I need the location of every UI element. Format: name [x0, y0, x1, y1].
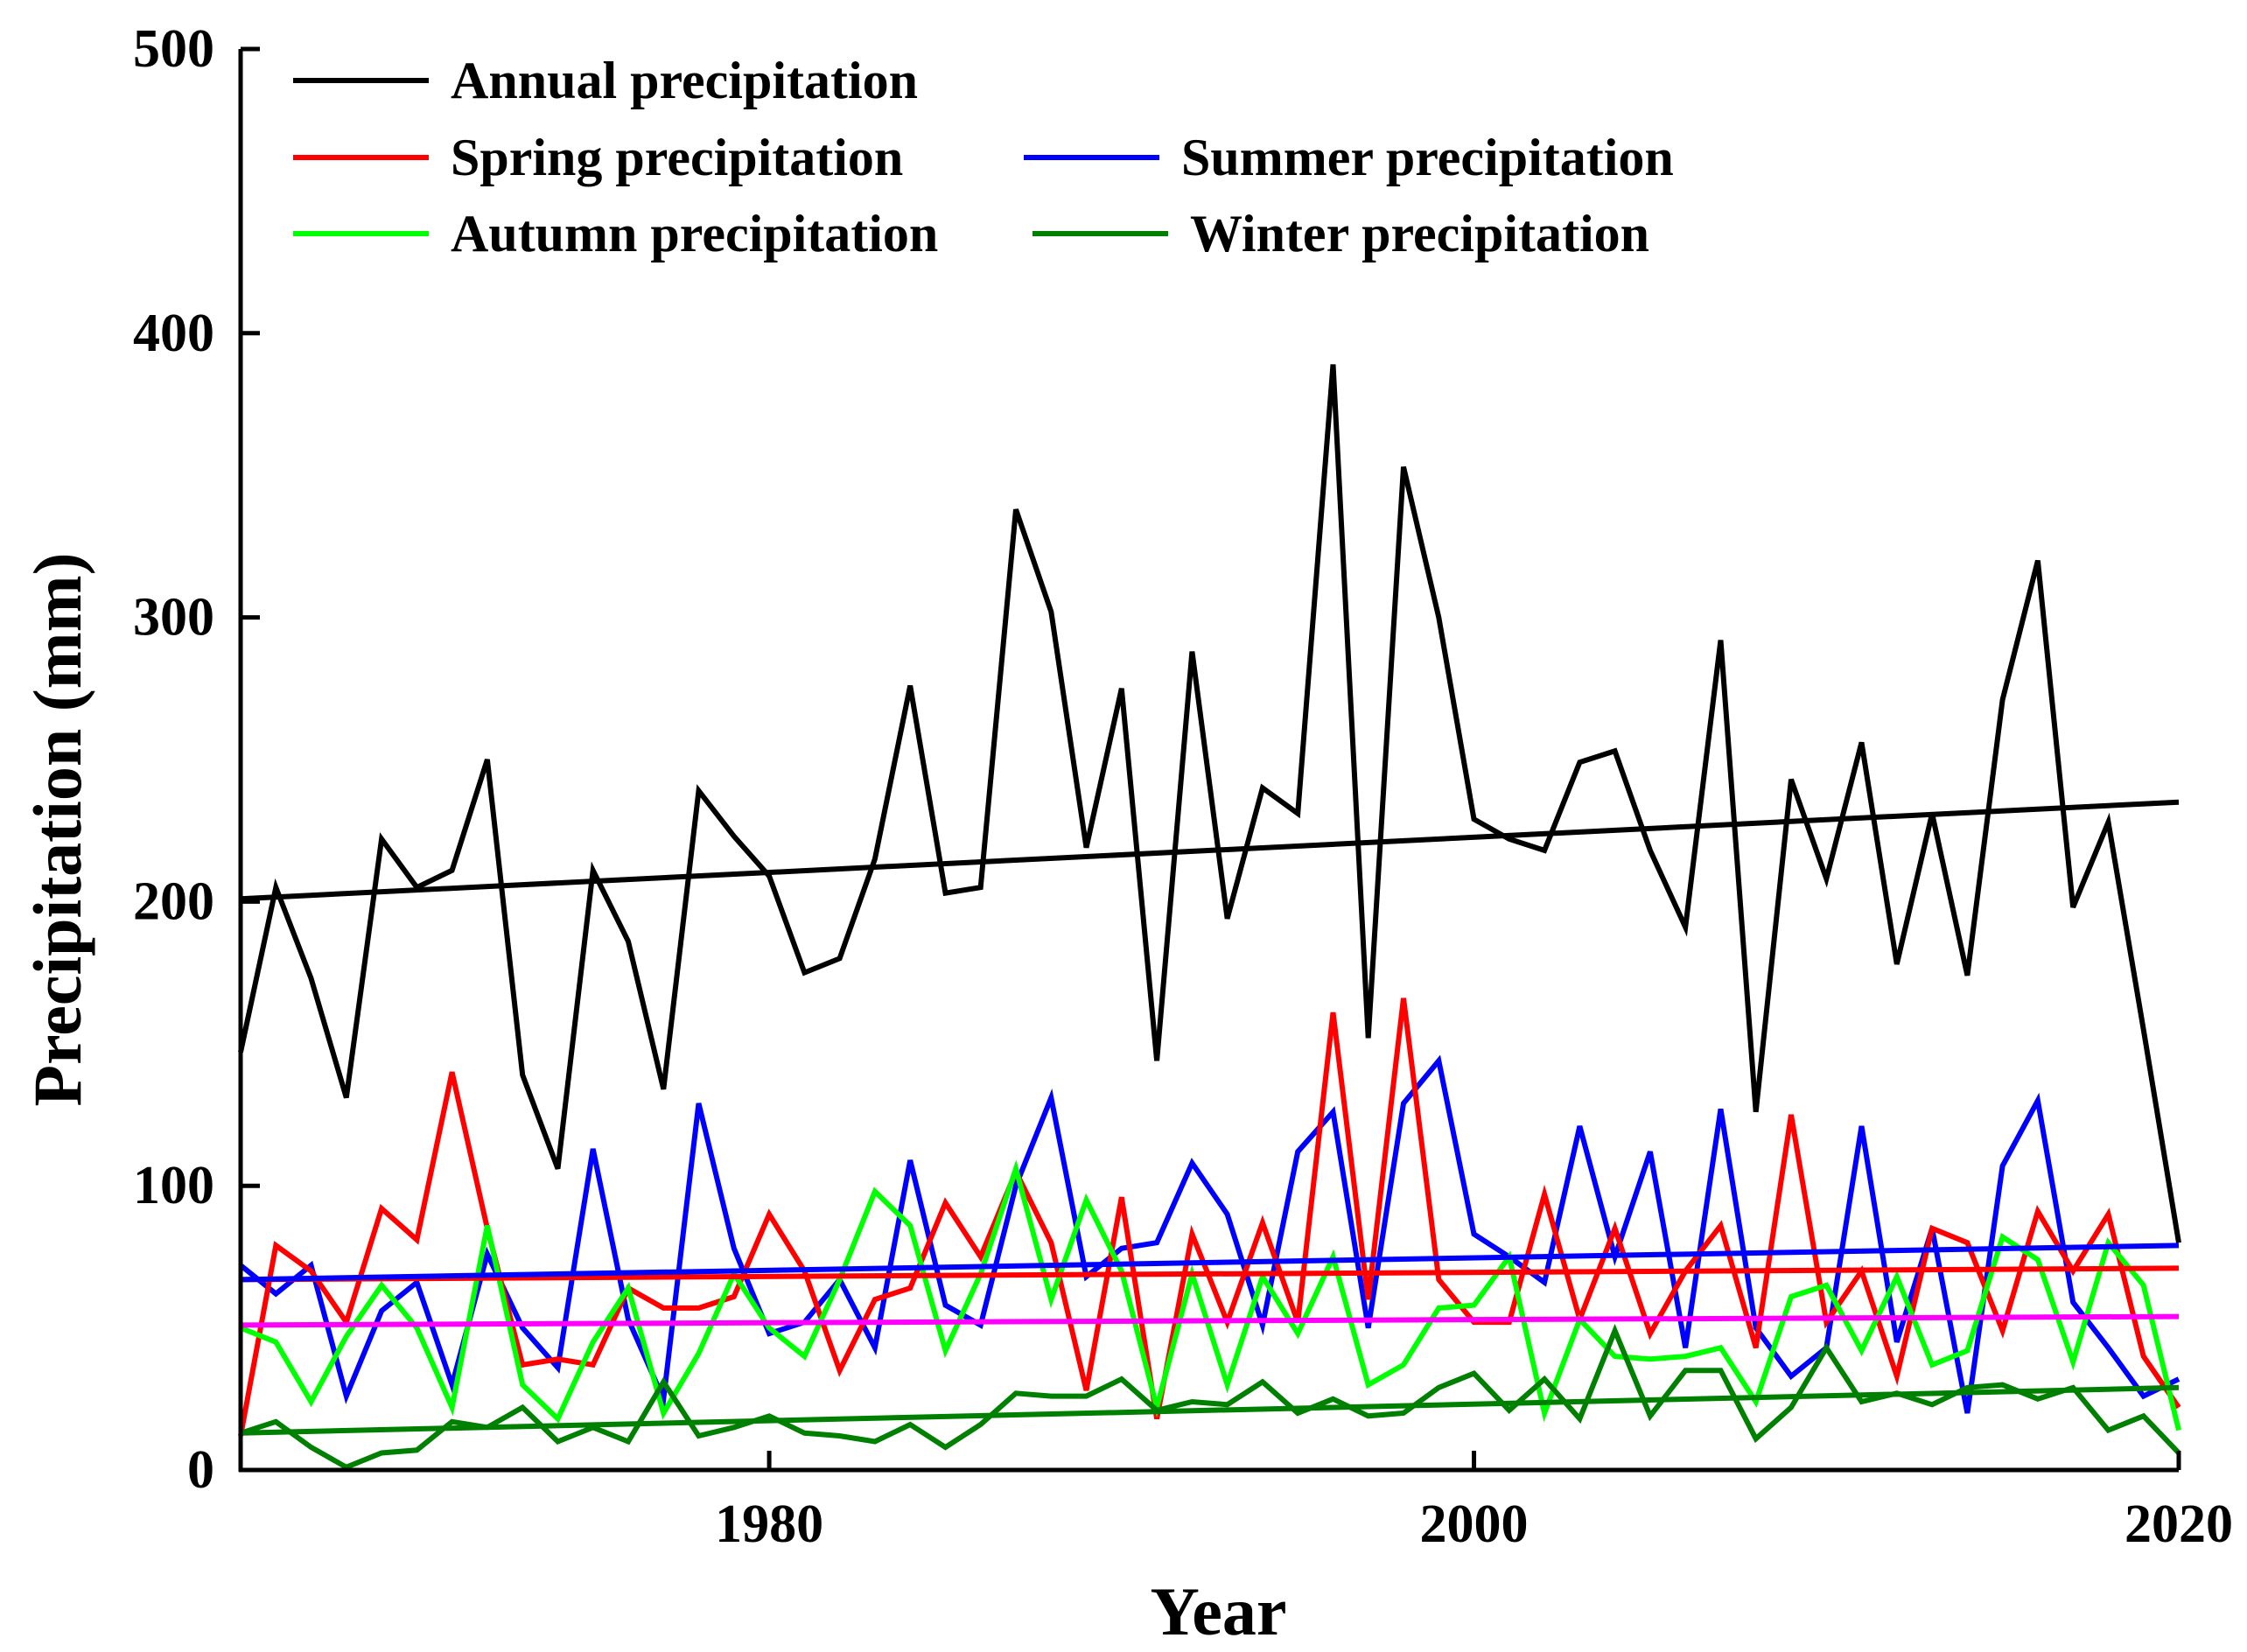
- legend: Annual precipitation Spring precipitation…: [293, 52, 1674, 262]
- series-layer: [238, 364, 2181, 1471]
- winter-trend-line: [240, 1384, 2180, 1436]
- summer-precipitation-line: [239, 1054, 2180, 1414]
- legend-label: Winter precipitation: [1190, 205, 1649, 262]
- autumn-precipitation-line: [239, 1159, 2181, 1432]
- autumn-trend-line: [240, 1313, 2180, 1328]
- ticks-layer: 0 100 200 300 400 500 1980 2000 2020: [133, 19, 2233, 1554]
- legend-label: Summer precipitation: [1181, 129, 1674, 186]
- x-tick-label: 2000: [1420, 1494, 1529, 1554]
- x-tick-label: 1980: [715, 1494, 823, 1554]
- summer-trend-line: [240, 1242, 2180, 1283]
- legend-label: Autumn precipitation: [451, 205, 938, 262]
- legend-entry-autumn-precipitation: Autumn precipitation: [293, 205, 938, 262]
- legend-entry-annual-precipitation: Annual precipitation: [293, 52, 918, 109]
- y-tick-label: 400: [133, 304, 214, 363]
- spring-trend-line: [240, 1265, 2180, 1283]
- y-axis-title: Precipitation (mm): [19, 552, 95, 1106]
- y-tick-label: 500: [133, 19, 214, 79]
- legend-entry-spring-precipitation: Spring precipitation: [293, 129, 903, 186]
- y-tick-label: 300: [133, 588, 214, 648]
- legend-label: Spring precipitation: [451, 129, 903, 186]
- y-tick-label: 100: [133, 1156, 214, 1215]
- axes-layer: [238, 49, 2179, 1473]
- legend-entry-winter-precipitation: Winter precipitation: [1032, 205, 1649, 262]
- x-axis-title: Year: [1151, 1573, 1287, 1649]
- annual-precipitation-line: [238, 364, 2181, 1243]
- annual-trend-line: [240, 799, 2180, 902]
- y-tick-label: 200: [133, 872, 214, 931]
- x-tick-label: 2020: [2124, 1494, 2233, 1554]
- legend-label: Annual precipitation: [451, 52, 918, 109]
- legend-entry-summer-precipitation: Summer precipitation: [1024, 129, 1674, 186]
- y-tick-label: 0: [187, 1440, 214, 1500]
- spring-precipitation-line: [238, 998, 2181, 1437]
